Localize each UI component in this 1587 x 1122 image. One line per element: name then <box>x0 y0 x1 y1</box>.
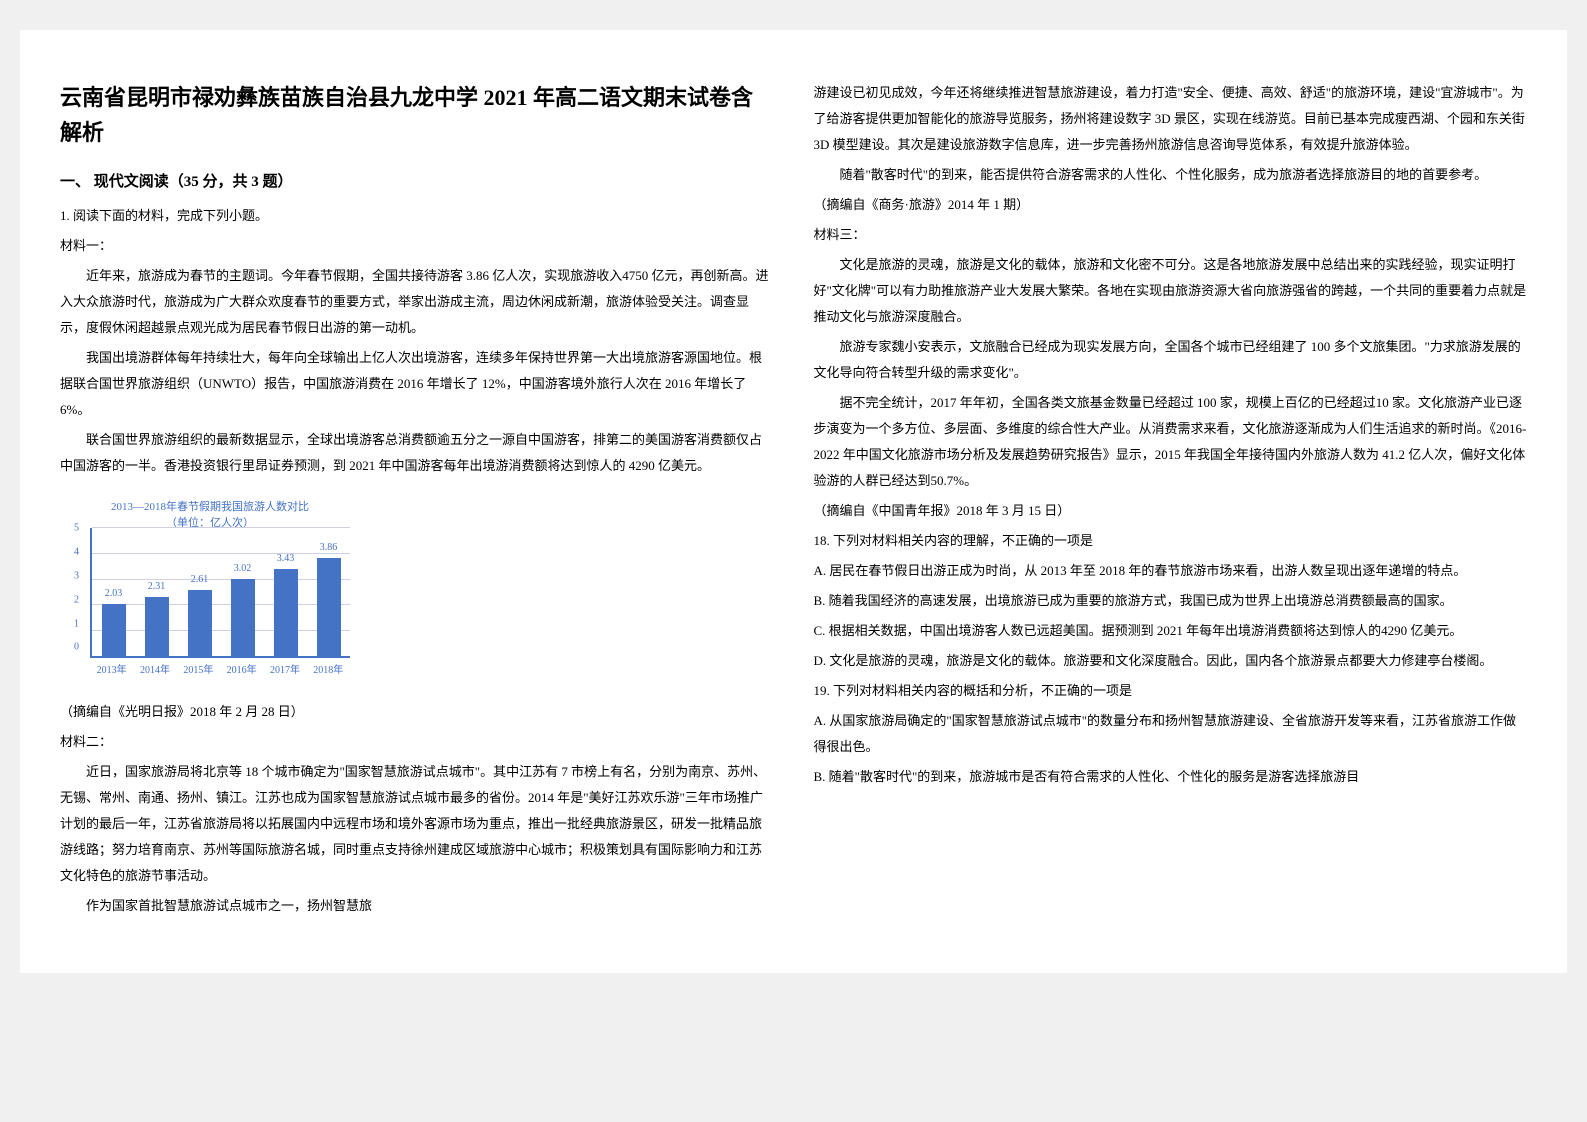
q18-prompt: 18. 下列对材料相关内容的理解，不正确的一项是 <box>814 528 1528 554</box>
x-axis-label: 2016年 <box>227 661 257 676</box>
chart-bar: 2.31 <box>145 597 169 656</box>
q19-option-b: B. 随着"散客时代"的到来，旅游城市是否有符合需求的人性化、个性化的服务是游客… <box>814 764 1528 790</box>
material-1-label: 材料一： <box>60 233 774 259</box>
chart-bar: 3.02 <box>231 579 255 656</box>
x-axis-label: 2018年 <box>313 661 343 676</box>
material-2-label: 材料二： <box>60 729 774 755</box>
q18-option-a: A. 居民在春节假日出游正成为时尚，从 2013 年至 2018 年的春节旅游市… <box>814 558 1528 584</box>
document-container: 云南省昆明市禄劝彝族苗族自治县九龙中学 2021 年高二语文期末试卷含解析 一、… <box>20 30 1567 973</box>
q19-prompt: 19. 下列对材料相关内容的概括和分析，不正确的一项是 <box>814 678 1528 704</box>
y-tick: 0 <box>74 642 79 653</box>
m1-paragraph-1: 近年来，旅游成为春节的主题词。今年春节假期，全国共接待游客 3.86 亿人次，实… <box>60 263 774 341</box>
q19-option-a: A. 从国家旅游局确定的"国家智慧旅游试点城市"的数量分布和扬州智慧旅游建设、全… <box>814 708 1528 760</box>
m3-paragraph-1: 文化是旅游的灵魂，旅游是文化的载体，旅游和文化密不可分。这是各地旅游发展中总结出… <box>814 252 1528 330</box>
x-axis-label: 2017年 <box>270 661 300 676</box>
m2-paragraph-3: 随着"散客时代"的到来，能否提供符合游客需求的人性化、个性化服务，成为旅游者选择… <box>814 162 1528 188</box>
section-1-header: 一、 现代文阅读（35 分，共 3 题） <box>60 170 774 191</box>
chart-bar: 3.86 <box>317 558 341 657</box>
m3-paragraph-2: 旅游专家魏小安表示，文旅融合已经成为现实发展方向，全国各个城市已经组建了 100… <box>814 334 1528 386</box>
q18-option-d: D. 文化是旅游的灵魂，旅游是文化的载体。旅游要和文化深度融合。因此，国内各个旅… <box>814 648 1528 674</box>
m3-paragraph-3: 据不完全统计，2017 年年初，全国各类文旅基金数量已经超过 100 家，规模上… <box>814 390 1528 494</box>
bar-value-label: 3.43 <box>277 553 295 564</box>
x-axis-label: 2014年 <box>140 661 170 676</box>
m2-paragraph-1: 近日，国家旅游局将北京等 18 个城市确定为"国家智慧旅游试点城市"。其中江苏有… <box>60 759 774 889</box>
m3-source: （摘编自《中国青年报》2018 年 3 月 15 日） <box>814 498 1528 524</box>
m2-source: （摘编自《商务·旅游》2014 年 1 期） <box>814 192 1528 218</box>
m2-paragraph-2-start: 作为国家首批智慧旅游试点城市之一，扬州智慧旅 <box>60 893 774 919</box>
m1-source: （摘编自《光明日报》2018 年 2 月 28 日） <box>60 699 774 725</box>
chart-y-axis: 543210 <box>74 528 79 658</box>
q18-option-c: C. 根据相关数据，中国出境游客人数已远超美国。据预测到 2021 年每年出境游… <box>814 618 1528 644</box>
material-3-label: 材料三： <box>814 222 1528 248</box>
chart-bars: 2.03 2.31 2.61 3.02 3.43 3.86 <box>92 528 350 656</box>
right-column: 游建设已初见成效，今年还将继续推进智慧旅游建设，着力打造"安全、便捷、高效、舒适… <box>814 80 1528 923</box>
y-tick: 3 <box>74 570 79 581</box>
m2-paragraph-2-cont: 游建设已初见成效，今年还将继续推进智慧旅游建设，着力打造"安全、便捷、高效、舒适… <box>814 80 1528 158</box>
y-tick: 1 <box>74 618 79 629</box>
x-axis-label: 2015年 <box>183 661 213 676</box>
x-axis-label: 2013年 <box>97 661 127 676</box>
chart-bar: 2.03 <box>102 604 126 656</box>
y-tick: 4 <box>74 547 79 558</box>
exam-title: 云南省昆明市禄劝彝族苗族自治县九龙中学 2021 年高二语文期末试卷含解析 <box>60 80 774 150</box>
y-tick: 5 <box>74 523 79 534</box>
chart-title: 2013—2018年春节假期我国旅游人数对比 （单位：亿人次） <box>60 498 360 530</box>
chart-bar: 2.61 <box>188 590 212 657</box>
chart-bar: 3.43 <box>274 569 298 657</box>
chart-x-axis: 2013年 2014年 2015年 2016年 2017年 2018年 <box>90 661 350 676</box>
bar-value-label: 3.02 <box>234 563 252 574</box>
bar-value-label: 2.31 <box>148 581 166 592</box>
m1-paragraph-2: 我国出境游群体每年持续壮大，每年向全球输出上亿人次出境游客，连续多年保持世界第一… <box>60 345 774 423</box>
left-column: 云南省昆明市禄劝彝族苗族自治县九龙中学 2021 年高二语文期末试卷含解析 一、… <box>60 80 774 923</box>
m1-paragraph-3: 联合国世界旅游组织的最新数据显示，全球出境游客总消费额逾五分之一源自中国游客，排… <box>60 427 774 479</box>
bar-value-label: 3.86 <box>320 542 338 553</box>
y-tick: 2 <box>74 594 79 605</box>
q18-option-b: B. 随着我国经济的高速发展，出境旅游已成为重要的旅游方式，我国已成为世界上出境… <box>814 588 1528 614</box>
bar-chart: 2013—2018年春节假期我国旅游人数对比 （单位：亿人次） 5 4 3 2 1 0 2… <box>60 494 360 684</box>
chart-area: 2.03 2.31 2.61 3.02 3.43 3.86 <box>90 528 350 658</box>
bar-value-label: 2.03 <box>105 588 123 599</box>
question-1-intro: 1. 阅读下面的材料，完成下列小题。 <box>60 203 774 229</box>
bar-value-label: 2.61 <box>191 574 209 585</box>
